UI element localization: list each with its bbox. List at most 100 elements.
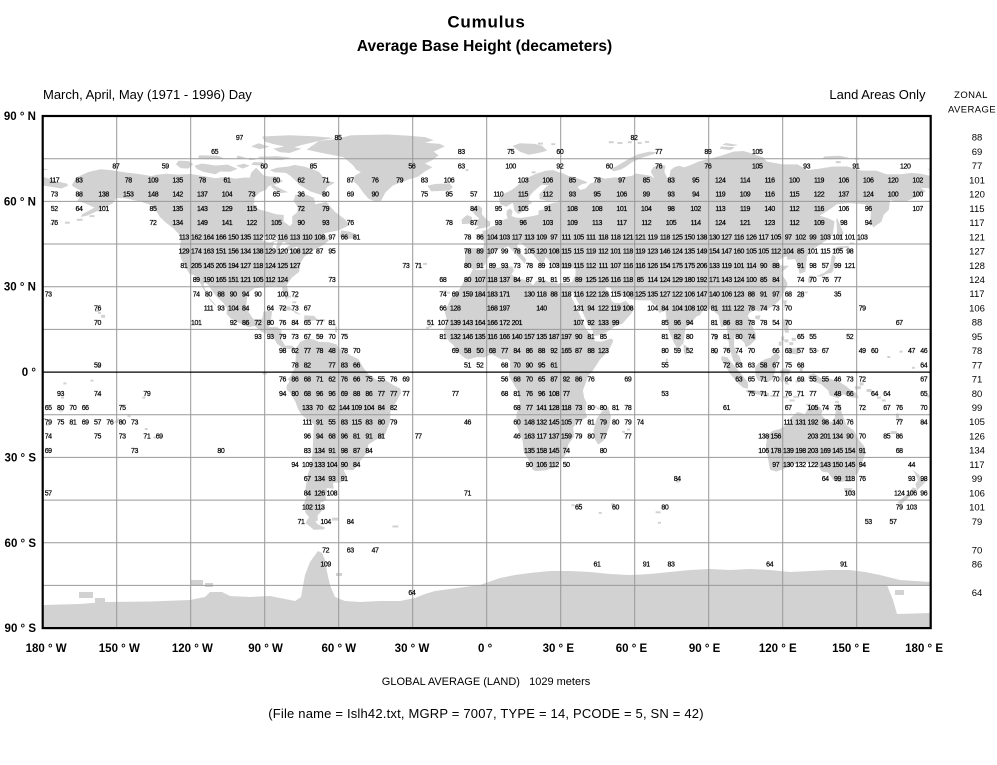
- svg-text:154: 154: [660, 263, 671, 270]
- svg-text:59: 59: [94, 362, 101, 369]
- svg-text:106: 106: [444, 178, 455, 185]
- svg-text:81: 81: [439, 334, 446, 341]
- svg-text:112: 112: [789, 220, 799, 227]
- svg-text:206: 206: [697, 263, 708, 270]
- svg-text:166: 166: [216, 234, 227, 241]
- svg-text:156: 156: [228, 249, 239, 256]
- svg-text:70: 70: [859, 434, 866, 441]
- svg-text:124: 124: [734, 277, 745, 284]
- svg-text:138: 138: [253, 249, 264, 256]
- svg-text:96: 96: [316, 391, 323, 398]
- svg-text:83: 83: [735, 320, 742, 327]
- svg-text:65: 65: [304, 320, 311, 327]
- svg-text:96: 96: [920, 491, 927, 498]
- svg-text:79: 79: [45, 419, 52, 426]
- svg-text:104: 104: [228, 306, 239, 313]
- svg-text:117: 117: [759, 234, 769, 241]
- svg-text:55: 55: [822, 377, 829, 384]
- svg-text:71: 71: [760, 377, 767, 384]
- svg-text:115: 115: [574, 249, 584, 256]
- svg-text:79: 79: [396, 178, 403, 185]
- svg-text:118: 118: [537, 291, 547, 298]
- svg-text:126: 126: [969, 432, 985, 443]
- svg-text:88: 88: [550, 291, 557, 298]
- svg-text:76: 76: [846, 419, 853, 426]
- svg-text:94: 94: [279, 391, 286, 398]
- svg-text:99: 99: [809, 234, 816, 241]
- svg-text:72: 72: [291, 291, 298, 298]
- svg-text:120: 120: [900, 163, 911, 170]
- svg-text:125: 125: [277, 263, 288, 270]
- svg-text:107: 107: [610, 263, 621, 270]
- svg-text:121: 121: [969, 232, 985, 243]
- svg-text:68: 68: [785, 291, 792, 298]
- svg-text:77: 77: [972, 161, 983, 172]
- svg-text:168: 168: [487, 306, 498, 313]
- svg-text:90: 90: [230, 291, 237, 298]
- svg-text:105: 105: [561, 419, 572, 426]
- svg-text:138: 138: [758, 434, 769, 441]
- svg-text:90: 90: [575, 334, 582, 341]
- svg-text:52: 52: [686, 348, 693, 355]
- svg-text:74: 74: [45, 434, 52, 441]
- svg-text:76: 76: [655, 163, 662, 170]
- svg-text:96: 96: [865, 206, 872, 213]
- svg-text:132: 132: [450, 334, 461, 341]
- svg-text:73: 73: [51, 192, 58, 199]
- svg-text:46: 46: [920, 348, 927, 355]
- svg-text:105: 105: [271, 220, 282, 227]
- svg-text:137: 137: [549, 434, 560, 441]
- svg-text:108: 108: [567, 206, 578, 213]
- svg-text:62: 62: [291, 348, 298, 355]
- svg-text:108: 108: [684, 306, 695, 313]
- svg-text:90: 90: [254, 291, 261, 298]
- svg-text:78: 78: [624, 405, 631, 412]
- svg-text:88: 88: [972, 133, 983, 144]
- svg-text:112: 112: [771, 249, 781, 256]
- svg-text:201: 201: [820, 434, 831, 441]
- svg-text:63: 63: [458, 163, 465, 170]
- svg-text:88: 88: [587, 348, 594, 355]
- svg-text:96: 96: [674, 320, 681, 327]
- svg-text:175: 175: [672, 263, 683, 270]
- svg-text:97: 97: [618, 178, 625, 185]
- svg-text:87: 87: [575, 348, 582, 355]
- svg-text:86: 86: [723, 320, 730, 327]
- svg-text:85: 85: [310, 163, 317, 170]
- svg-text:145: 145: [549, 448, 560, 455]
- svg-text:74: 74: [735, 348, 742, 355]
- svg-text:86: 86: [575, 377, 582, 384]
- svg-text:92: 92: [563, 377, 570, 384]
- svg-text:113: 113: [179, 234, 189, 241]
- svg-text:48: 48: [834, 391, 841, 398]
- svg-text:103: 103: [549, 263, 560, 270]
- svg-text:113: 113: [315, 505, 325, 512]
- svg-text:53: 53: [661, 391, 668, 398]
- svg-text:69: 69: [45, 448, 52, 455]
- svg-text:180: 180: [684, 277, 695, 284]
- svg-text:Land Areas Only: Land Areas Only: [829, 87, 926, 102]
- svg-text:63: 63: [735, 362, 742, 369]
- svg-text:164: 164: [203, 234, 214, 241]
- svg-text:111: 111: [561, 234, 571, 241]
- svg-text:96: 96: [341, 434, 348, 441]
- svg-text:66: 66: [439, 306, 446, 313]
- svg-text:166: 166: [487, 320, 498, 327]
- svg-text:47: 47: [372, 547, 379, 554]
- svg-text:99: 99: [643, 192, 650, 199]
- svg-text:149: 149: [697, 249, 708, 256]
- svg-text:150 ° W: 150 ° W: [99, 643, 140, 655]
- svg-text:105: 105: [832, 249, 843, 256]
- svg-text:112: 112: [789, 206, 799, 213]
- svg-text:85: 85: [637, 277, 644, 284]
- svg-text:61: 61: [594, 562, 601, 569]
- svg-text:90 ° S: 90 ° S: [5, 623, 37, 635]
- svg-text:61: 61: [550, 362, 557, 369]
- svg-text:49: 49: [859, 348, 866, 355]
- svg-text:63: 63: [347, 547, 354, 554]
- svg-text:69: 69: [452, 291, 459, 298]
- svg-text:134: 134: [172, 220, 183, 227]
- svg-text:77: 77: [378, 391, 385, 398]
- svg-text:106: 106: [863, 178, 874, 185]
- svg-text:118: 118: [623, 249, 633, 256]
